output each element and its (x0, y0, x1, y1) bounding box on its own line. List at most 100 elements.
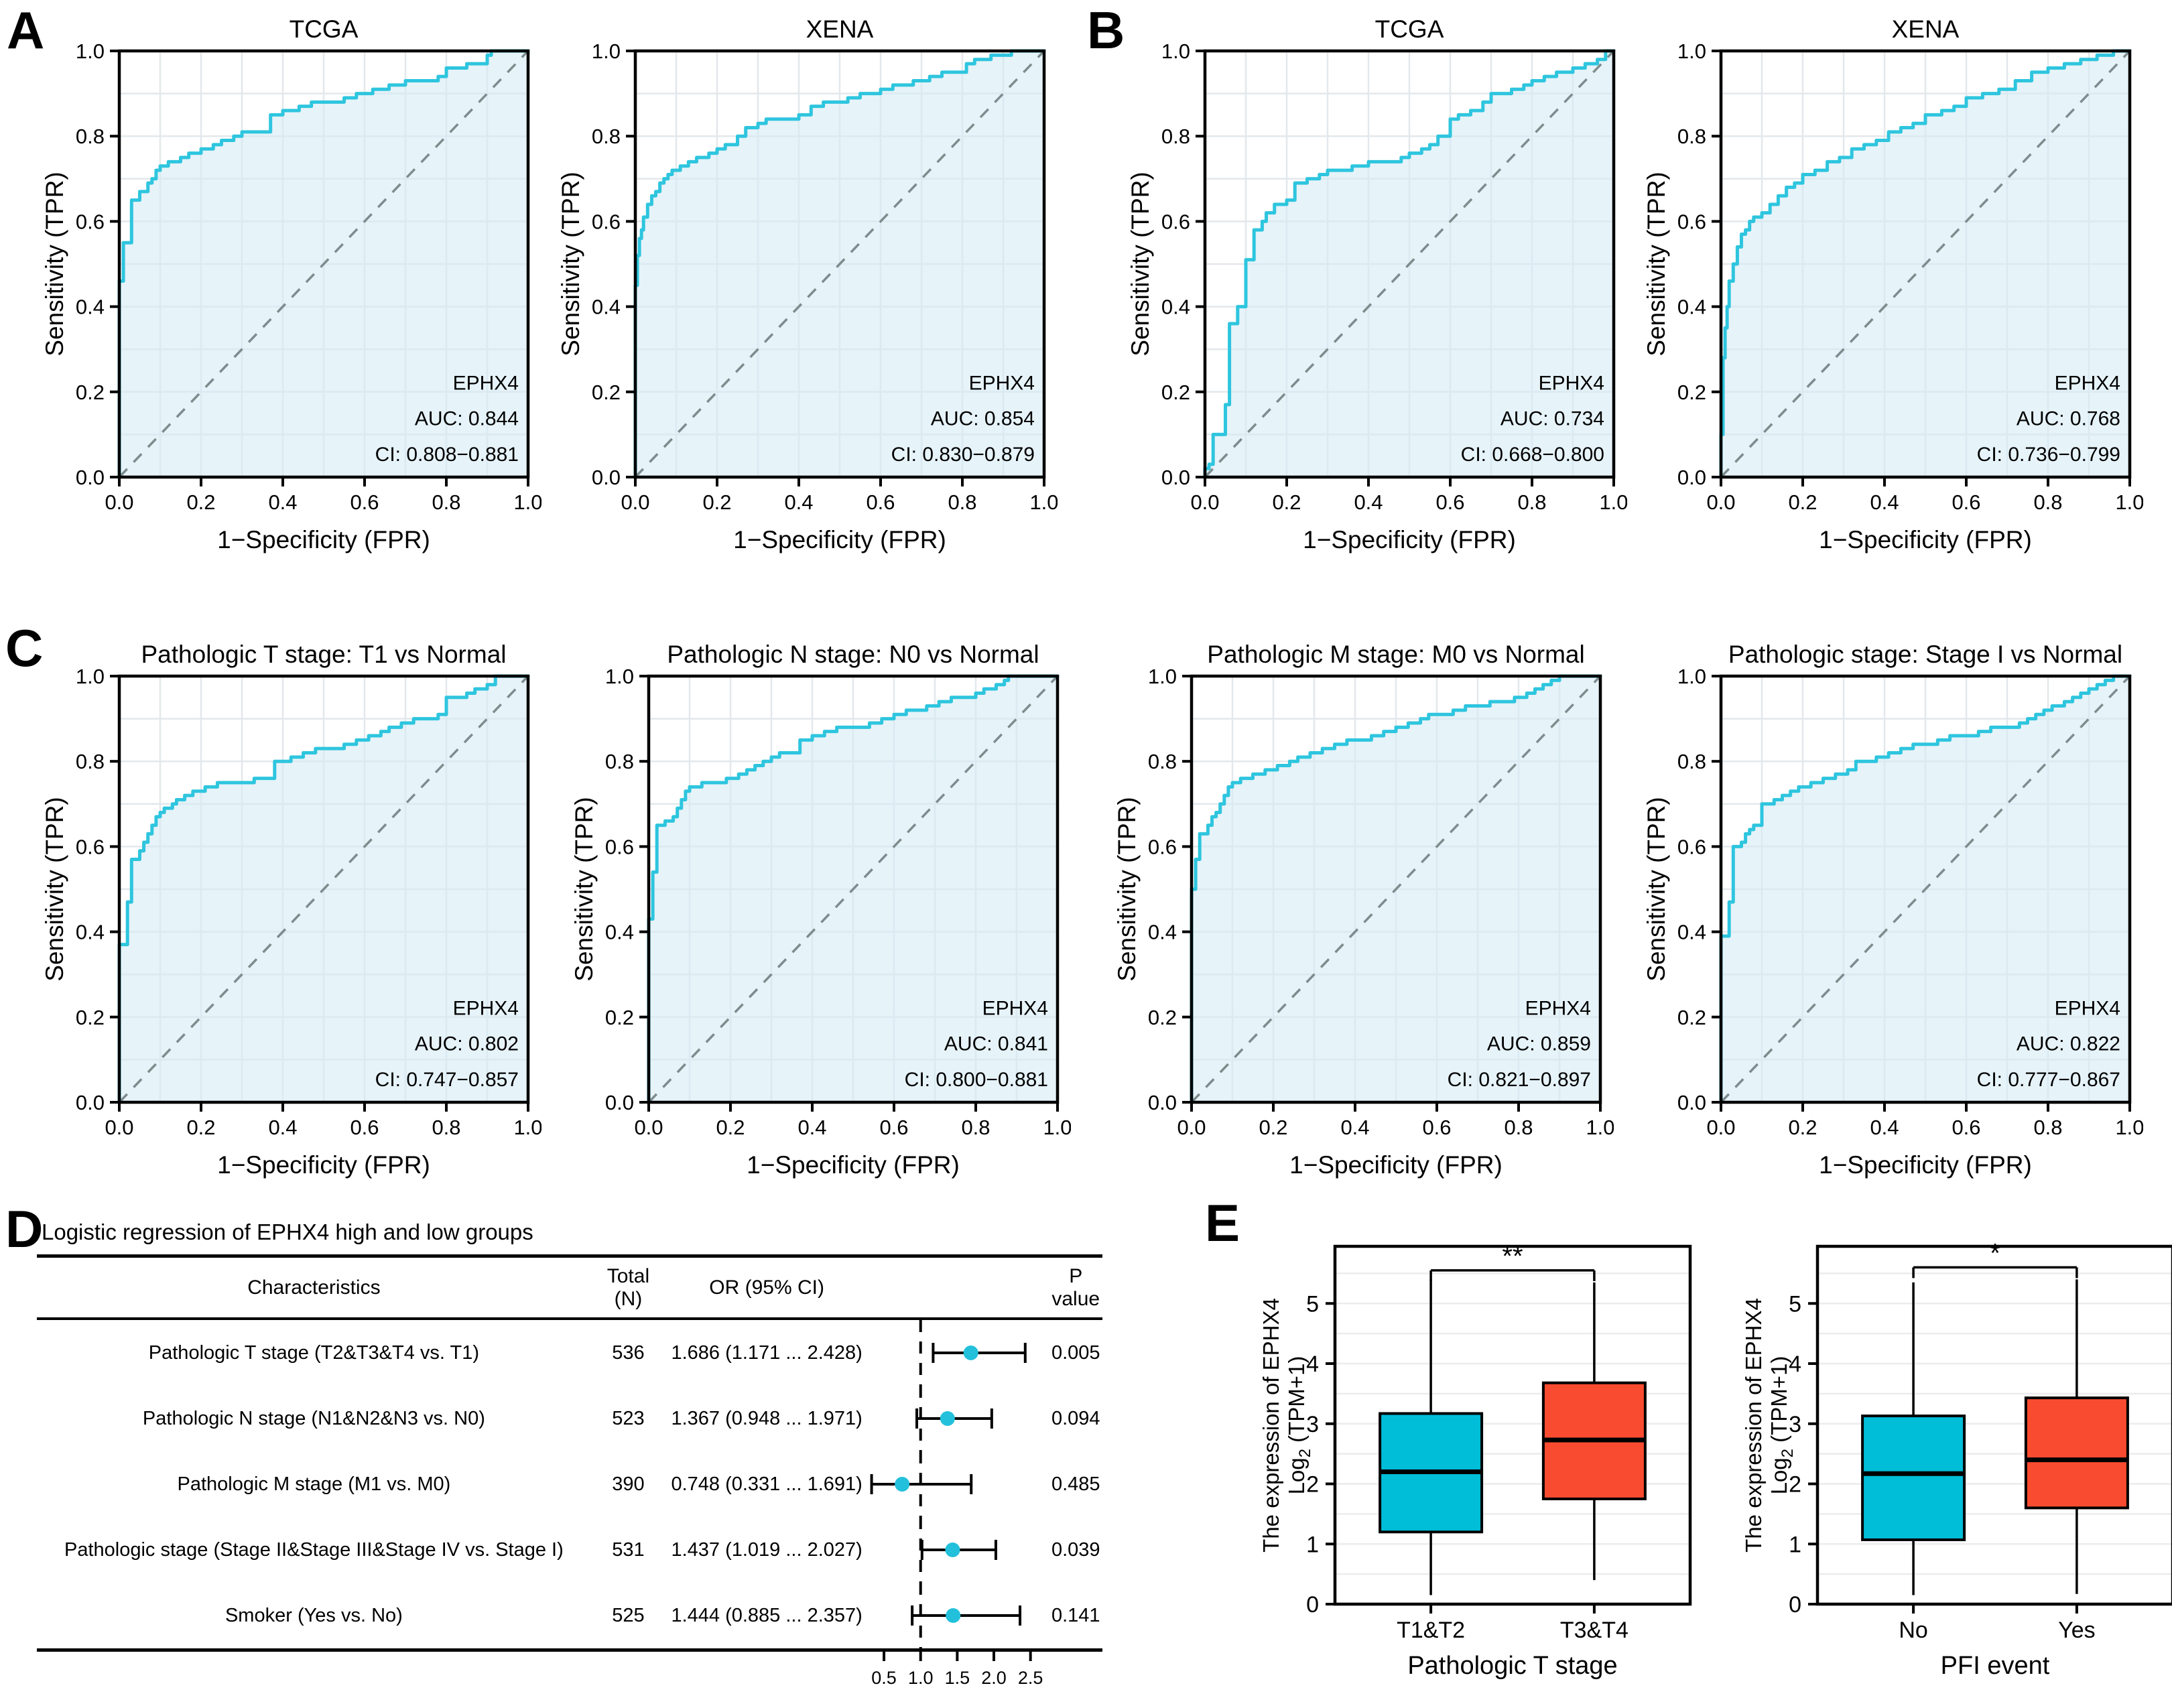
roc-curve (1719, 49, 2132, 479)
roc-svg: 0.00.0 0.2 0.2 0.4 0.4 0.6 0.6 0.8 0.8 1.0 1.0 Path… (41, 641, 541, 1179)
forest-row-svg (915, 1386, 994, 1451)
y-tick-label: 0.4 (605, 921, 634, 944)
forest-axis-tick-label: 2.0 (981, 1668, 1007, 1688)
row-or-ci: 1.686 (1.171 ... 2.428) (671, 1341, 863, 1364)
roc-svg: 0.00.0 0.2 0.2 0.4 0.4 0.6 0.6 0.8 0.8 1.0 1.0 Path… (1113, 641, 1614, 1179)
row-total: 531 (612, 1538, 645, 1561)
roc-annotation: AUC: 0.854 (931, 407, 1035, 430)
roc-svg: 0.00.0 0.2 0.2 0.4 0.4 0.6 0.6 0.8 0.8 1.0 1.0 TCGA… (41, 15, 541, 553)
chance-diagonal (1190, 675, 1602, 1104)
x-tick-label: 0.4 (268, 1116, 297, 1139)
y-tick-label: 5 (1306, 1291, 1319, 1317)
x-axis-label: 1−Specificity (FPR) (1819, 526, 2032, 553)
x-axis-label: 1−Specificity (FPR) (733, 526, 946, 553)
x-tick-label: 0.0 (105, 1116, 133, 1139)
x-axis-label: 1−Specificity (FPR) (1289, 1151, 1503, 1179)
y-tick-label: 0.6 (1677, 210, 1706, 233)
y-tick-label: 3 (1789, 1412, 1801, 1437)
axis-spacer (591, 1652, 665, 1692)
x-tick-label: 0.8 (1504, 1116, 1533, 1139)
y-tick-label: 0 (1306, 1592, 1319, 1618)
column-header-or-ci: OR (95% CI) (709, 1276, 824, 1299)
roc-annotation: EPHX4 (453, 373, 519, 395)
column-header-forest-spacer (868, 1258, 1049, 1317)
chance-diagonal (1720, 50, 2131, 478)
y-tick-label: 2 (1306, 1472, 1319, 1498)
x-tick-label: 0.8 (2033, 490, 2062, 514)
x-tick-label: 0.2 (1272, 490, 1301, 514)
table-row: Pathologic T stage (T2&T3&T4 vs. T1) 536… (37, 1320, 1102, 1386)
x-tick-label: 1.0 (1599, 490, 1627, 514)
forest-axis-tick-label: 2.5 (1018, 1668, 1043, 1688)
or-point (945, 1542, 960, 1557)
y-tick-label: 0.6 (1677, 835, 1706, 858)
x-tick-label: 0.4 (784, 490, 813, 514)
chance-diagonal (118, 50, 529, 478)
roc-annotation: CI: 0.747−0.857 (375, 1069, 519, 1091)
row-characteristics: Pathologic N stage (N1&N2&N3 vs. N0) (142, 1407, 485, 1429)
plot-border (647, 674, 1060, 1104)
roc-annotation: AUC: 0.734 (1500, 407, 1604, 430)
x-tick-label: 0.4 (1340, 1116, 1369, 1139)
y-axis-label-line1: The expression of EPHX4 (1742, 1298, 1766, 1553)
roc-chart-c-n-stage: 0.0 0.0 0.2 0.2 0.4 0.4 0.6 0.6 0.8 0.8 1.0 1.0 Path… (568, 633, 1071, 1223)
y-tick-label: 0.8 (592, 125, 621, 148)
roc-plot-title: Pathologic stage: Stage I vs Normal (1728, 641, 2122, 668)
roc-annotation: AUC: 0.844 (415, 407, 519, 430)
x-tick-label: 0.2 (702, 490, 731, 514)
forest-title: Logistic regression of EPHX4 high and lo… (42, 1220, 533, 1244)
x-tick-label: 0.0 (1706, 490, 1735, 514)
forest-table: Characteristics Total (N) OR (95% CI) P … (37, 1254, 1102, 1692)
roc-plot-title: Pathologic T stage: T1 vs Normal (141, 641, 507, 668)
roc-curve (1190, 674, 1602, 1104)
row-p-value: 0.094 (1051, 1407, 1100, 1429)
y-tick-label: 0.8 (76, 750, 105, 773)
boxplot-t-stage: T1&T2 T3&T4 ** 0 1 2 3 4 5 Pathologic T stage The … (1260, 1228, 1702, 1697)
category-label: T3&T4 (1560, 1618, 1628, 1643)
y-tick-label: 0.4 (76, 295, 105, 319)
roc-annotation: CI: 0.736−0.799 (1977, 444, 2120, 466)
y-tick-label: 0.4 (1677, 295, 1706, 319)
forest-table-header: Characteristics Total (N) OR (95% CI) P … (37, 1254, 1102, 1320)
category-label: Yes (2058, 1618, 2095, 1643)
x-tick-label: 0.6 (1952, 490, 1980, 514)
forest-row-svg (919, 1320, 1027, 1386)
roc-plot-title: XENA (806, 15, 874, 43)
roc-plot-title: TCGA (290, 15, 359, 43)
y-tick-label: 0.8 (605, 750, 634, 773)
y-tick-label: 0.6 (605, 835, 634, 858)
y-tick-label: 0.0 (1677, 1091, 1706, 1114)
chance-diagonal (634, 50, 1045, 478)
forest-row-svg (911, 1583, 1022, 1648)
row-total: 525 (612, 1604, 645, 1626)
significance-stars: * (1990, 1238, 2000, 1268)
row-characteristics: Pathologic M stage (M1 vs. M0) (177, 1473, 451, 1495)
roc-chart-c-stage: 0.0 0.0 0.2 0.2 0.4 0.4 0.6 0.6 0.8 0.8 1.0 1.0 Path… (1641, 633, 2143, 1223)
roc-curve (117, 674, 530, 1104)
roc-curve (1719, 674, 2132, 1104)
plot-border (1719, 674, 2132, 1104)
y-tick-label: 3 (1306, 1412, 1319, 1437)
y-tick-label: 0.0 (76, 466, 105, 489)
roc-annotation: CI: 0.777−0.867 (1977, 1069, 2120, 1091)
y-tick-label: 0.6 (76, 210, 105, 233)
y-tick-label: 2 (1789, 1472, 1801, 1498)
y-tick-label: 0.2 (1677, 1006, 1706, 1029)
roc-chart-a-xena: 0.0 0.0 0.2 0.2 0.4 0.4 0.6 0.6 0.8 0.8 1.0 1.0 XENA… (555, 8, 1058, 598)
roc-annotation: CI: 0.800−0.881 (905, 1069, 1048, 1091)
roc-annotation: AUC: 0.822 (2017, 1033, 2120, 1055)
row-p-value: 0.485 (1051, 1473, 1100, 1495)
plot-border (1190, 674, 1602, 1104)
y-axis-label-line1: The expression of EPHX4 (1260, 1298, 1283, 1553)
y-tick-label: 5 (1789, 1291, 1801, 1317)
x-axis-label: PFI event (1941, 1652, 2050, 1680)
roc-curve (1203, 49, 1616, 479)
y-tick-label: 0.6 (76, 835, 105, 858)
roc-annotation: CI: 0.668−0.800 (1461, 444, 1604, 466)
y-tick-label: 0.8 (1148, 750, 1177, 773)
plot-border (1719, 49, 2132, 479)
x-axis-label: 1−Specificity (FPR) (1303, 526, 1516, 553)
y-tick-label: 0.6 (1161, 210, 1190, 233)
y-tick-label: 0.6 (592, 210, 621, 233)
row-characteristics: Smoker (Yes vs. No) (225, 1604, 403, 1626)
